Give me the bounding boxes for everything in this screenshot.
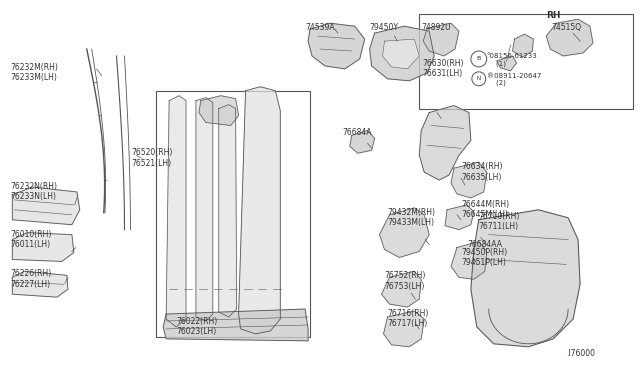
Polygon shape xyxy=(383,39,419,69)
Polygon shape xyxy=(497,56,516,71)
Polygon shape xyxy=(383,311,424,347)
Polygon shape xyxy=(196,98,213,321)
Text: 79450Y: 79450Y xyxy=(370,23,399,32)
Polygon shape xyxy=(380,208,429,257)
Text: 76644M(RH)
76645M(LH): 76644M(RH) 76645M(LH) xyxy=(461,200,509,219)
Text: 74892U: 74892U xyxy=(421,23,451,32)
Text: 76634(RH)
76635(LH): 76634(RH) 76635(LH) xyxy=(461,162,502,182)
Text: B: B xyxy=(477,57,481,61)
Polygon shape xyxy=(308,23,365,69)
Polygon shape xyxy=(166,96,186,327)
Polygon shape xyxy=(471,210,580,347)
Polygon shape xyxy=(419,106,471,180)
Polygon shape xyxy=(451,241,487,279)
Bar xyxy=(419,14,633,109)
Polygon shape xyxy=(219,105,237,317)
Text: 79432M(RH)
79433M(LH): 79432M(RH) 79433M(LH) xyxy=(387,208,435,227)
Polygon shape xyxy=(423,23,459,56)
Text: 76630(RH)
76631(LH): 76630(RH) 76631(LH) xyxy=(422,59,464,78)
Polygon shape xyxy=(370,26,434,81)
Text: 76684AA: 76684AA xyxy=(467,240,502,248)
Polygon shape xyxy=(12,271,68,297)
Polygon shape xyxy=(381,271,421,307)
Text: 74539A: 74539A xyxy=(305,23,335,32)
Polygon shape xyxy=(12,232,74,262)
Polygon shape xyxy=(445,205,474,230)
Text: ®08911-20647
    (2): ®08911-20647 (2) xyxy=(487,73,541,86)
Bar xyxy=(156,91,310,337)
Text: 76232M(RH)
76233M(LH): 76232M(RH) 76233M(LH) xyxy=(10,63,58,82)
Text: 79450P(RH)
79451P(LH): 79450P(RH) 79451P(LH) xyxy=(461,247,507,267)
Text: 76010(RH)
76011(LH): 76010(RH) 76011(LH) xyxy=(10,230,52,249)
Text: 76232N(RH)
76233N(LH): 76232N(RH) 76233N(LH) xyxy=(10,182,58,201)
Text: 76226(RH)
76227(LH): 76226(RH) 76227(LH) xyxy=(10,269,52,289)
Text: 74515Q: 74515Q xyxy=(551,23,581,32)
Text: 76022(RH)
76023(LH): 76022(RH) 76023(LH) xyxy=(176,317,218,336)
Text: RH: RH xyxy=(547,11,561,20)
Polygon shape xyxy=(350,131,374,153)
Polygon shape xyxy=(513,34,533,57)
Polygon shape xyxy=(451,162,487,198)
Text: .I76000: .I76000 xyxy=(566,349,595,358)
Polygon shape xyxy=(199,96,239,125)
Polygon shape xyxy=(239,87,280,334)
Text: 76716(RH)
76717(LH): 76716(RH) 76717(LH) xyxy=(387,309,429,328)
Text: 76684A: 76684A xyxy=(342,128,371,137)
Text: 76520(RH)
76521(LH): 76520(RH) 76521(LH) xyxy=(131,148,173,168)
Polygon shape xyxy=(12,187,80,225)
Text: 76710(RH)
76711(LH): 76710(RH) 76711(LH) xyxy=(479,212,520,231)
Text: °08156-61233
    (1): °08156-61233 (1) xyxy=(487,53,538,67)
Text: N: N xyxy=(477,76,481,81)
Polygon shape xyxy=(163,309,308,341)
Text: 76752(RH)
76753(LH): 76752(RH) 76753(LH) xyxy=(385,271,426,291)
Polygon shape xyxy=(547,19,593,56)
